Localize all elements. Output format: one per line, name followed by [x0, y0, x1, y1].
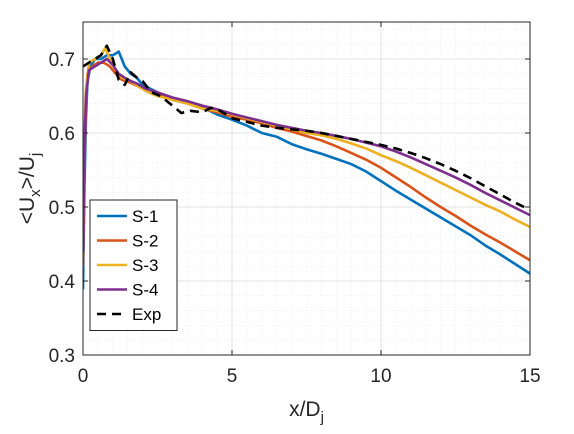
legend: S-1 S-2 S-3 S-4 Exp: [89, 199, 178, 331]
y-tick-label: 0.6: [49, 124, 75, 145]
legend-label-s-4: S-4: [132, 281, 158, 300]
x-axis-label-main: x/D: [289, 398, 321, 421]
legend-label-exp: Exp: [132, 305, 161, 324]
y-tick-label: 0.4: [49, 272, 76, 293]
y-axis-label: <Ux>/Uj: [16, 153, 44, 225]
x-axis-label-subscript: j: [320, 409, 324, 426]
series-line-s-1: [83, 50, 530, 290]
legend-label-s-3: S-3: [132, 256, 158, 275]
series-layer: [83, 44, 530, 290]
legend-label-s-2: S-2: [132, 232, 158, 251]
tick-labels: 0 5 10 15 0.3 0.4 0.5 0.6 0.7: [49, 50, 541, 387]
axes-box: [82, 21, 531, 356]
axis-ticks: [82, 22, 531, 356]
y-axis-label-subscript: j: [27, 153, 44, 157]
y-tick-label: 0.5: [49, 198, 75, 219]
series-line-s-2: [83, 61, 530, 268]
y-axis-label-part: >/U: [16, 156, 39, 189]
y-tick-label: 0.7: [49, 50, 75, 71]
x-axis-label: x/Dj: [289, 398, 324, 426]
x-tick-label: 5: [227, 366, 238, 387]
x-tick-label: 10: [370, 366, 391, 387]
x-tick-label: 15: [519, 366, 540, 387]
x-tick-label: 0: [78, 366, 89, 387]
series-line-exp: [83, 44, 530, 212]
series-line-s-4: [83, 57, 530, 253]
y-axis-label-part: <U: [16, 197, 39, 224]
legend-label-s-1: S-1: [132, 207, 158, 226]
y-tick-label: 0.3: [49, 346, 75, 367]
y-axis-label-subscript: x: [27, 189, 44, 197]
